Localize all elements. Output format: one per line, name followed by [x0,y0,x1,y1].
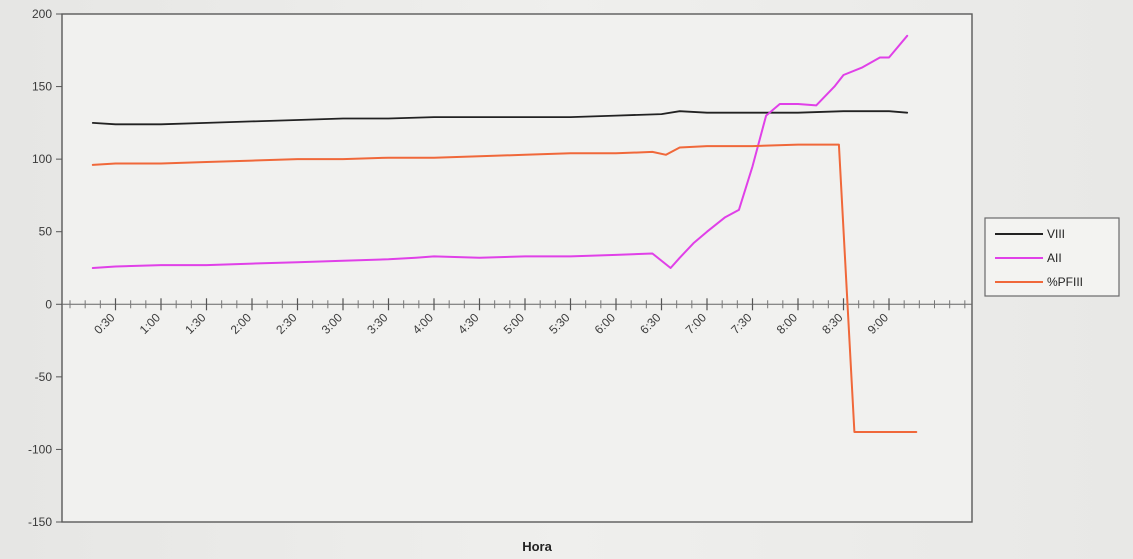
legend-label: VIII [1047,227,1065,241]
y-tick-label: 0 [45,297,52,311]
legend-label: AII [1047,251,1062,265]
y-tick-label: -100 [28,442,52,456]
y-tick-label: -150 [28,515,52,529]
y-tick-label: -50 [35,370,53,384]
y-tick-label: 200 [32,7,52,21]
y-tick-label: 150 [32,80,52,94]
series-layer [91,34,918,433]
y-axis: 200 150 100 50 0 -50 -100 -150 [28,7,62,529]
y-tick-label: 100 [32,152,52,166]
series-line-viii [91,110,909,126]
plot-frame [61,13,973,523]
series-line-aii [91,34,909,269]
plot-area [61,13,973,523]
series-line-pfiii [91,143,918,433]
legend: VIII AII %PFIII [984,217,1120,297]
x-axis-title: Hora [522,539,552,554]
legend-label: %PFIII [1047,275,1083,289]
y-tick-label: 50 [39,225,53,239]
